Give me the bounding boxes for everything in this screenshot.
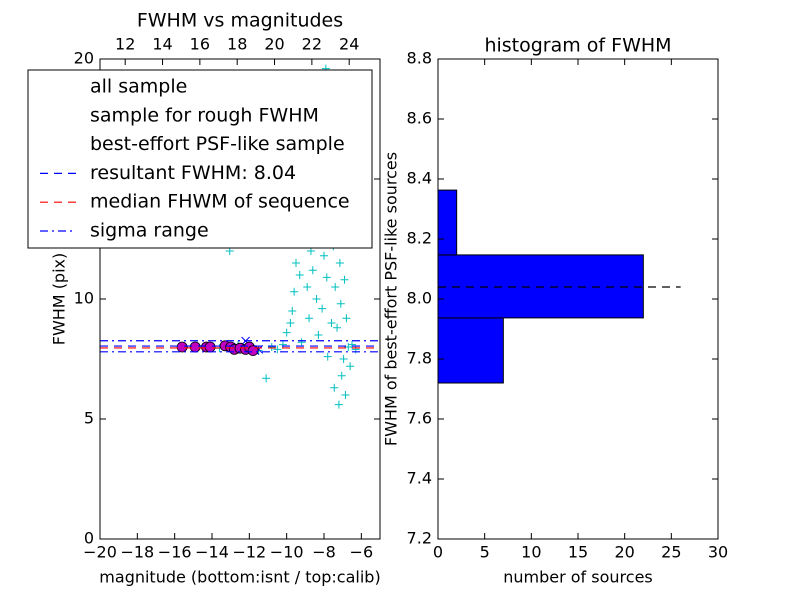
top-tick-label: 22 <box>302 35 322 54</box>
marker-point <box>247 345 259 357</box>
top-tick-label: 12 <box>115 35 135 54</box>
y-tick-label: 7.2 <box>407 529 432 548</box>
marker-point <box>286 319 295 327</box>
x-axis-label: magnitude (bottom:isnt / top:calib) <box>99 568 380 587</box>
top-tick-label: 20 <box>264 35 284 54</box>
top-tick-label: 24 <box>339 35 359 54</box>
legend-label: sample for rough FWHM <box>90 104 319 126</box>
legend-label: median FHWM of sequence <box>90 191 350 213</box>
axes-frame <box>437 58 719 540</box>
marker-point <box>320 251 328 260</box>
marker-point <box>342 314 351 323</box>
marker-point <box>337 371 346 380</box>
y-tick-label: 8.6 <box>407 109 432 128</box>
marker-point <box>204 341 216 353</box>
y-tick-label: 7.6 <box>407 409 432 428</box>
marker-point <box>336 299 345 308</box>
marker-point <box>176 341 188 353</box>
axes-frame <box>99 58 381 540</box>
x-tick-label: −8 <box>312 543 336 562</box>
x-tick-label: −14 <box>195 543 229 562</box>
x-tick-label: −10 <box>270 543 304 562</box>
marker-point <box>189 341 201 353</box>
chart-title: histogram of FWHM <box>484 35 671 57</box>
y-axis-label: FWHM (pix) <box>50 253 69 346</box>
marker-point <box>334 400 343 409</box>
marker-point <box>346 362 355 371</box>
marker-point <box>322 273 331 282</box>
marker-point <box>295 271 304 279</box>
y-axis-label: FWHM of best-effort PSF-like sources <box>382 152 401 446</box>
x-tick-label: −12 <box>232 543 266 562</box>
marker-point <box>340 275 349 284</box>
marker-point <box>348 340 356 349</box>
y-tick-label: 7.4 <box>407 469 432 488</box>
marker-point <box>314 331 323 339</box>
histogram-bar <box>437 317 504 384</box>
marker-point <box>327 319 336 327</box>
x-tick-label: −16 <box>158 543 192 562</box>
marker-point <box>262 374 271 383</box>
marker-point <box>339 355 348 363</box>
marker-point <box>282 328 291 337</box>
y-tick-label: 0 <box>84 529 94 548</box>
legend-label: resultant FWHM: 8.04 <box>90 162 296 184</box>
x-tick-label: 25 <box>661 543 681 562</box>
legend-label: all sample <box>90 76 187 98</box>
marker-point <box>333 323 342 332</box>
x-tick-label: 0 <box>433 543 443 562</box>
x-tick-label: −18 <box>120 543 154 562</box>
marker-point <box>305 314 314 323</box>
marker-point <box>278 340 287 349</box>
y-tick-label: 10 <box>74 289 94 308</box>
x-tick-label: −6 <box>350 543 374 562</box>
marker-point <box>267 343 276 351</box>
chart-title: FWHM vs magnitudes <box>137 10 343 32</box>
marker-point <box>290 287 299 296</box>
marker-point <box>273 345 282 354</box>
marker-point <box>312 295 321 303</box>
marker-point <box>297 338 306 347</box>
x-axis-label: number of sources <box>503 568 653 587</box>
y-tick-label: 20 <box>74 49 94 68</box>
top-tick-label: 16 <box>190 35 210 54</box>
marker-point <box>331 283 340 291</box>
y-tick-label: 8.2 <box>407 229 432 248</box>
marker-point <box>330 383 339 392</box>
marker-point <box>318 304 327 313</box>
x-tick-label: 20 <box>614 543 634 562</box>
marker-point <box>303 283 312 291</box>
marker-point <box>335 259 344 267</box>
y-tick-label: 8.4 <box>407 169 432 188</box>
x-tick-label: 10 <box>521 543 541 562</box>
x-tick-label: 15 <box>568 543 588 562</box>
legend-label: best-effort PSF-like sample <box>90 133 345 155</box>
legend-box <box>27 69 373 249</box>
x-tick-label: 5 <box>480 543 490 562</box>
top-tick-label: 18 <box>227 35 247 54</box>
top-tick-label: 14 <box>152 35 172 54</box>
y-tick-label: 8.0 <box>407 289 432 308</box>
marker-point <box>292 259 300 267</box>
marker-point <box>288 307 297 315</box>
y-tick-label: 5 <box>84 409 94 428</box>
marker-point <box>308 266 317 275</box>
x-tick-label: 30 <box>708 543 728 562</box>
y-tick-label: 8.8 <box>407 49 432 68</box>
marker-point <box>341 391 350 399</box>
marker-point <box>323 352 332 361</box>
y-tick-label: 7.8 <box>407 349 432 368</box>
histogram-bar <box>437 189 458 256</box>
x-tick-label: −20 <box>83 543 117 562</box>
legend-label: sigma range <box>90 220 209 242</box>
